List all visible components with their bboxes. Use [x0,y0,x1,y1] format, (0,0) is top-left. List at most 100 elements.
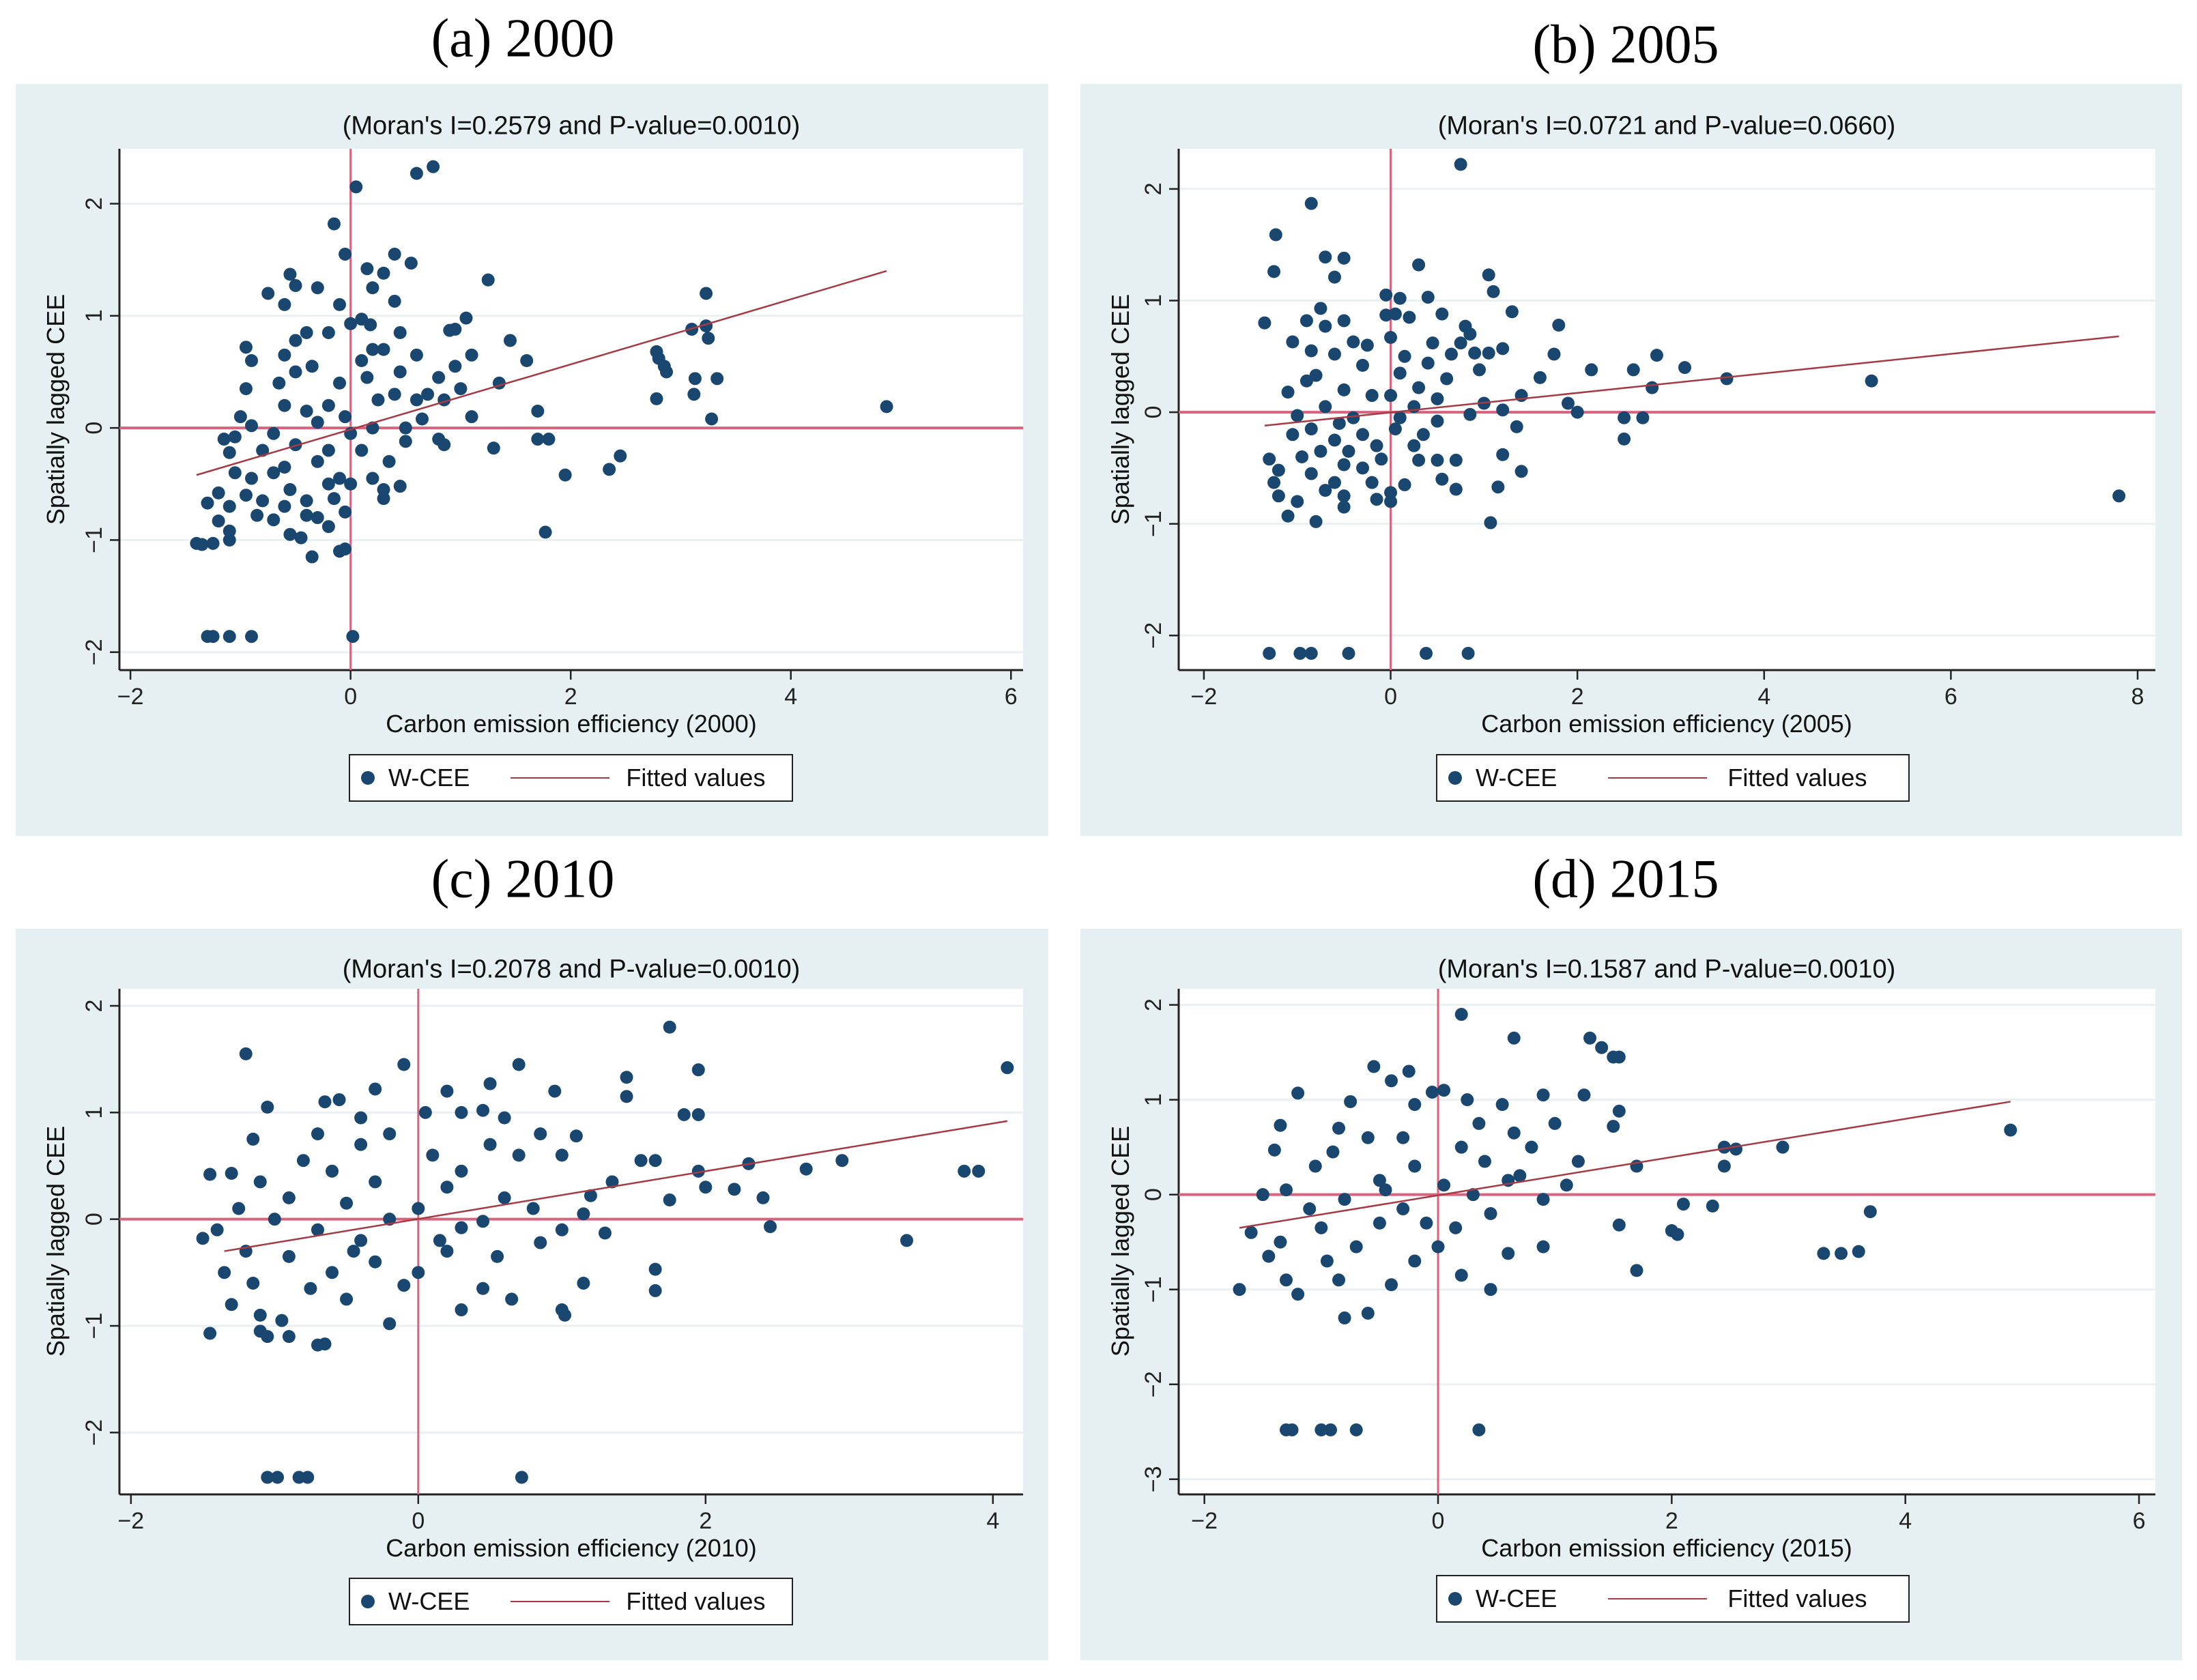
data-point [1272,463,1285,477]
data-point [1449,1221,1463,1234]
data-point [397,1279,411,1292]
data-point [454,382,468,396]
data-point [253,1175,267,1189]
data-point [388,294,401,308]
data-point [1308,1159,1322,1173]
chart-panel-2010: −2 −1 0 1 2 −2 0 2 4 (Moran's I=0.2078 and P-val… [16,929,1048,1660]
data-point [1678,361,1691,375]
y-tick-label: −1 [1140,510,1166,537]
data-point [1408,1159,1422,1173]
data-point [512,1058,526,1071]
data-point [1267,265,1281,278]
data-point [327,492,341,506]
scatter-plot: −2 −1 0 1 2 −2 0 2 4 6 [81,149,1023,710]
data-point [333,376,347,390]
data-point [455,1303,468,1317]
data-point [415,412,429,426]
y-axis-label: Spatially lagged CEE [1106,293,1134,525]
data-point [311,511,324,525]
data-point [1396,1202,1410,1216]
data-point [1388,422,1402,436]
legend-marker-line-icon [511,777,610,779]
y-tick-label: −2 [81,1419,107,1446]
data-point [253,1308,267,1322]
data-point [354,1234,368,1247]
data-point [1507,1126,1521,1140]
panel-title-a: (a) 2000 [431,8,615,69]
data-point [311,416,324,429]
data-point [239,489,253,502]
data-point [1279,1273,1293,1287]
data-point [256,444,270,457]
data-point [1291,1288,1305,1301]
data-point [1487,285,1500,298]
data-point [339,542,352,556]
data-point [1510,420,1523,433]
data-point [663,1020,676,1034]
data-point [1291,1086,1305,1100]
data-point [300,325,313,339]
x-axis-label: Carbon emission efficiency (2005) [1481,710,1852,738]
data-point [1491,480,1505,494]
data-point [222,630,236,643]
data-point [1244,1226,1258,1239]
data-point [1408,1098,1422,1112]
data-point [534,1127,547,1141]
data-point [253,1324,267,1338]
data-point [515,1471,528,1484]
data-point [728,1183,741,1196]
data-point [1612,1104,1626,1118]
data-point [321,444,335,457]
data-point [267,466,281,480]
data-point [388,247,401,261]
data-point [1304,422,1318,436]
y-tick-label: 2 [1140,998,1166,1011]
data-point [267,426,281,440]
data-point [512,1148,526,1162]
data-point [648,1154,662,1168]
data-point [228,430,242,444]
data-point [1365,476,1379,489]
data-point [1454,158,1467,171]
data-point [1304,646,1318,660]
data-point [1478,1155,1491,1168]
data-point [1315,1221,1328,1234]
data-point [1356,358,1370,372]
data-point [614,449,627,463]
data-point [620,1071,633,1084]
data-point [2112,489,2126,503]
data-point [296,1154,310,1168]
data-point [1507,1031,1521,1045]
data-point [491,1249,504,1263]
data-point [355,444,369,457]
data-point [364,318,377,332]
data-point [388,388,401,401]
data-point [663,1193,676,1207]
fitted-line [224,1120,1008,1252]
data-point [603,463,616,476]
data-point [354,1138,368,1151]
data-point [699,1181,713,1194]
data-point [700,287,713,300]
data-point [1412,258,1426,272]
data-point [272,376,286,390]
data-point [1421,356,1435,370]
data-point [1571,1155,1585,1168]
data-point [531,404,545,418]
data-point [278,461,291,474]
data-point [340,1196,354,1210]
data-point [1583,1031,1597,1045]
data-point [1717,1159,1731,1173]
y-tick-label: 1 [81,309,107,322]
legend: W-CEE Fitted values [1436,1575,1910,1623]
y-axis-label: Spatially lagged CEE [42,293,70,525]
data-point [483,1138,497,1151]
data-point [1384,389,1398,403]
data-point [1327,476,1341,489]
y-tick-label: −3 [1140,1466,1166,1492]
data-point [393,365,407,379]
data-point [1729,1142,1742,1156]
y-tick-label: 0 [81,1213,107,1226]
data-point [465,348,478,362]
data-point [465,410,478,424]
